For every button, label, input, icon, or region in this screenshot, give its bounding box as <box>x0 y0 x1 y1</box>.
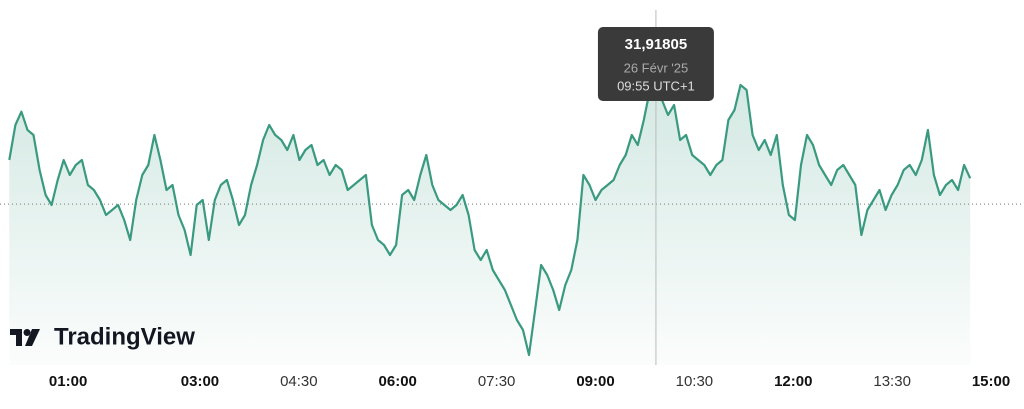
x-tick-label: 01:00 <box>49 373 87 390</box>
logo-icon <box>10 329 40 346</box>
price-line <box>8 83 972 357</box>
x-tick-label: 15:00 <box>972 373 1010 390</box>
logo: TradingView <box>10 323 195 350</box>
plot: 31,91805 26 Févr '25 09:55 UTC+1 <box>0 10 1024 365</box>
x-tick-label: 10:30 <box>676 373 714 390</box>
x-tick-label: 04:30 <box>280 373 318 390</box>
x-tick-label: 13:30 <box>873 373 911 390</box>
logo-text: TradingView <box>54 323 195 350</box>
x-tick-label: 06:00 <box>379 373 417 390</box>
area-fill <box>9 85 971 365</box>
x-tick-label: 12:00 <box>774 373 812 390</box>
x-tick-label: 07:30 <box>478 373 516 390</box>
tooltip-box <box>597 27 714 101</box>
x-tick-label: 03:00 <box>181 373 219 390</box>
tooltip-time: 09:55 UTC+1 <box>617 78 695 93</box>
tooltip-value: 31,91805 <box>625 36 688 53</box>
tooltip-date: 26 Févr '25 <box>624 60 689 75</box>
x-tick-label: 09:00 <box>576 373 614 390</box>
